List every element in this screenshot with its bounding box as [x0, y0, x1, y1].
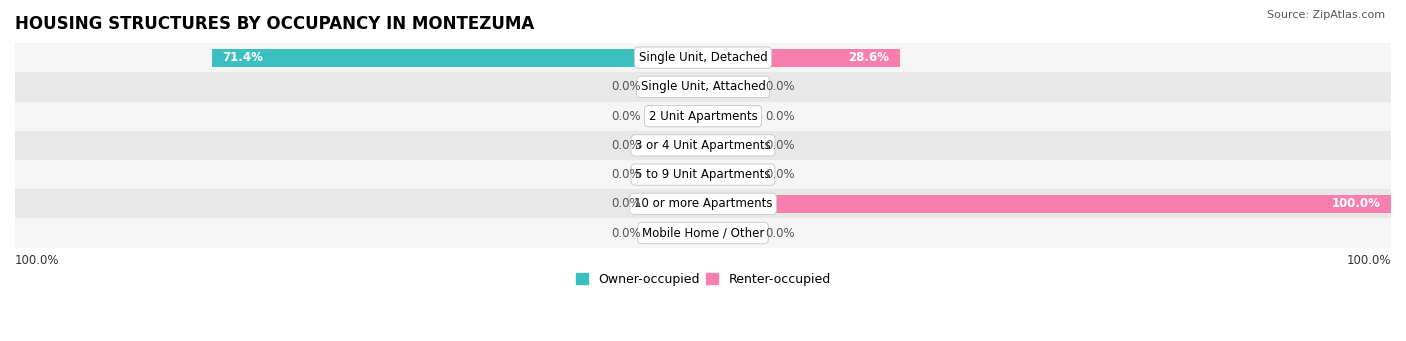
Text: Source: ZipAtlas.com: Source: ZipAtlas.com	[1267, 10, 1385, 20]
Text: 3 or 4 Unit Apartments: 3 or 4 Unit Apartments	[636, 139, 770, 152]
Text: 0.0%: 0.0%	[612, 226, 641, 240]
Bar	[15, 131, 1391, 160]
Bar	[703, 78, 758, 96]
Text: 0.0%: 0.0%	[765, 80, 794, 93]
Text: 100.0%: 100.0%	[1331, 197, 1381, 210]
Bar	[15, 219, 1391, 248]
Text: 0.0%: 0.0%	[612, 80, 641, 93]
Legend: Owner-occupied, Renter-occupied: Owner-occupied, Renter-occupied	[571, 268, 835, 291]
Bar	[15, 72, 1391, 102]
Bar	[15, 43, 1391, 72]
Text: 0.0%: 0.0%	[765, 139, 794, 152]
Text: 2 Unit Apartments: 2 Unit Apartments	[648, 109, 758, 123]
Text: 0.0%: 0.0%	[765, 226, 794, 240]
Text: 0.0%: 0.0%	[765, 109, 794, 123]
Text: Mobile Home / Other: Mobile Home / Other	[641, 226, 765, 240]
Text: 10 or more Apartments: 10 or more Apartments	[634, 197, 772, 210]
Bar	[648, 165, 703, 184]
Bar	[15, 102, 1391, 131]
Text: 28.6%: 28.6%	[848, 51, 890, 64]
Bar	[703, 195, 1391, 213]
Bar	[15, 160, 1391, 189]
Text: 0.0%: 0.0%	[612, 197, 641, 210]
Text: 100.0%: 100.0%	[1347, 254, 1391, 267]
Bar	[212, 48, 703, 67]
Text: 0.0%: 0.0%	[765, 168, 794, 181]
Bar	[648, 136, 703, 154]
Text: 100.0%: 100.0%	[15, 254, 59, 267]
Text: HOUSING STRUCTURES BY OCCUPANCY IN MONTEZUMA: HOUSING STRUCTURES BY OCCUPANCY IN MONTE…	[15, 15, 534, 33]
Text: 0.0%: 0.0%	[612, 168, 641, 181]
Text: 0.0%: 0.0%	[612, 109, 641, 123]
Bar	[703, 136, 758, 154]
Text: 0.0%: 0.0%	[612, 139, 641, 152]
Bar	[703, 48, 900, 67]
Bar	[648, 78, 703, 96]
Text: 5 to 9 Unit Apartments: 5 to 9 Unit Apartments	[636, 168, 770, 181]
Bar	[648, 107, 703, 125]
Bar	[703, 165, 758, 184]
Text: Single Unit, Attached: Single Unit, Attached	[641, 80, 765, 93]
Bar	[703, 107, 758, 125]
Text: Single Unit, Detached: Single Unit, Detached	[638, 51, 768, 64]
Bar	[15, 189, 1391, 219]
Bar	[703, 224, 758, 242]
Text: 71.4%: 71.4%	[222, 51, 263, 64]
Bar	[648, 195, 703, 213]
Bar	[648, 224, 703, 242]
